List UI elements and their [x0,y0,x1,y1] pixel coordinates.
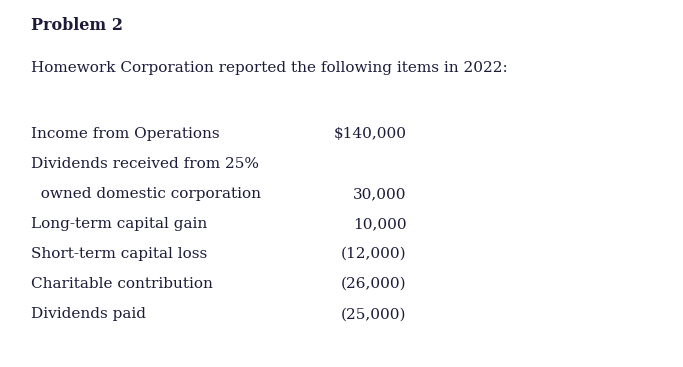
Text: 10,000: 10,000 [352,217,406,231]
Text: (25,000): (25,000) [341,307,406,321]
Text: owned domestic corporation: owned domestic corporation [31,187,261,201]
Text: Dividends received from 25%: Dividends received from 25% [31,157,259,171]
Text: Dividends paid: Dividends paid [31,307,145,321]
Text: Charitable contribution: Charitable contribution [31,277,212,291]
Text: Income from Operations: Income from Operations [31,127,219,141]
Text: Short-term capital loss: Short-term capital loss [31,247,207,261]
Text: 30,000: 30,000 [353,187,406,201]
Text: (26,000): (26,000) [341,277,406,291]
Text: Problem 2: Problem 2 [31,17,123,33]
Text: Long-term capital gain: Long-term capital gain [31,217,207,231]
Text: $140,000: $140,000 [333,127,406,141]
Text: (12,000): (12,000) [341,247,406,261]
Text: Homework Corporation reported the following items in 2022:: Homework Corporation reported the follow… [31,61,507,75]
